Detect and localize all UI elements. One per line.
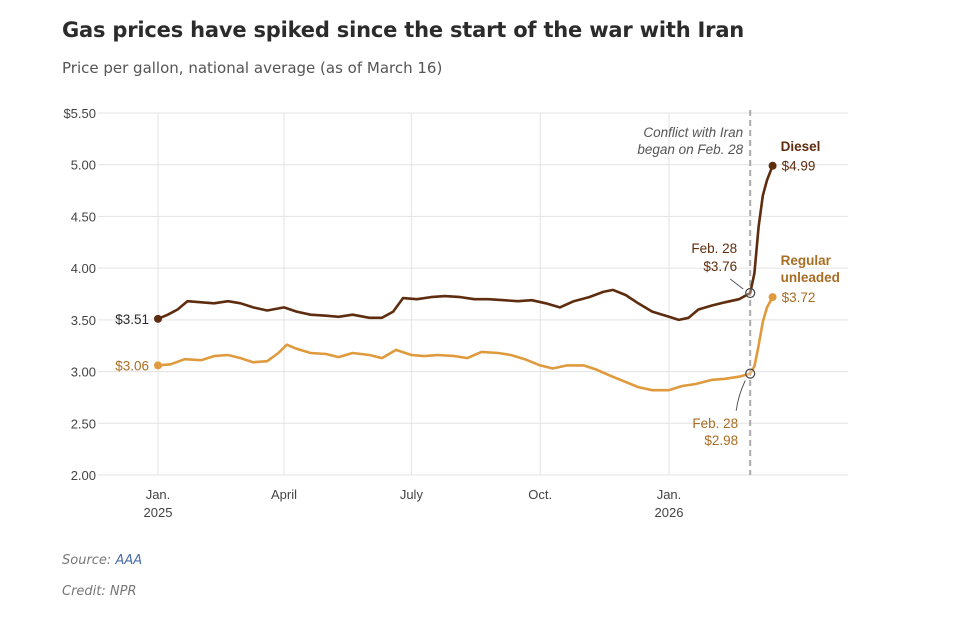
- diesel-start-label: $3.51: [115, 312, 149, 327]
- regular-start-label: $3.06: [115, 358, 149, 373]
- regular-line: [156, 295, 774, 392]
- x-tick-label: Jan.: [657, 487, 682, 502]
- y-tick-label: $5.50: [63, 106, 96, 121]
- regular-callout-leader: [735, 380, 746, 411]
- y-tick-label: 5.00: [71, 158, 96, 173]
- regular-end-label: $3.72: [782, 290, 816, 305]
- x-tick-label: July: [400, 487, 424, 502]
- y-tick-label: 2.50: [71, 416, 96, 431]
- diesel-end-label: $4.99: [782, 159, 816, 174]
- y-tick-label: 4.50: [71, 209, 96, 224]
- endpoints: $3.51 $3.06 Diesel $4.99 Regular unleade…: [115, 139, 840, 373]
- line-chart: $5.50 5.00 4.50 4.00 3.50 3.00 2.50 2.00 Jan. 20…: [63, 106, 848, 520]
- diesel-line: [156, 164, 774, 322]
- regular-legend-label-line2: unleaded: [781, 270, 840, 285]
- y-axis-ticks: $5.50 5.00 4.50 4.00 3.50 3.00 2.50 2.00: [63, 106, 96, 483]
- regular-start-point: [154, 361, 162, 370]
- regular-feb28-marker: [745, 368, 756, 379]
- credit-line: Credit: NPR: [62, 584, 137, 599]
- source-line: Source: AAA: [62, 553, 142, 568]
- callouts: Feb. 28 $3.76 Feb. 28 $2.98: [691, 241, 756, 448]
- event-label-line1: Conflict with Iran: [643, 125, 743, 140]
- x-tick-label: April: [271, 487, 297, 502]
- event-label-line2: began on Feb. 28: [637, 142, 743, 157]
- diesel-legend-label: Diesel: [781, 139, 821, 154]
- y-tick-label: 3.00: [71, 365, 96, 380]
- regular-end-point: [768, 293, 777, 302]
- y-tick-label: 4.00: [71, 261, 96, 276]
- regular-callout-date: Feb. 28: [692, 416, 738, 431]
- regular-callout-value: $2.98: [704, 433, 738, 448]
- x-tick-sublabel: 2026: [655, 505, 684, 520]
- regular-legend-label-line1: Regular: [781, 253, 832, 268]
- x-tick-label: Oct.: [528, 487, 552, 502]
- series: [156, 164, 774, 392]
- diesel-callout-leader: [729, 278, 744, 290]
- diesel-callout-date: Feb. 28: [691, 241, 737, 256]
- diesel-start-point: [154, 314, 162, 323]
- y-tick-label: 3.50: [71, 313, 96, 328]
- diesel-callout-value: $3.76: [703, 259, 737, 274]
- diesel-feb28-marker: [745, 287, 756, 299]
- x-axis-ticks: Jan. 2025 April July Oct. Jan. 2026: [144, 487, 684, 520]
- source-link[interactable]: AAA: [115, 553, 143, 568]
- grid: [98, 112, 848, 476]
- x-tick-sublabel: 2025: [144, 505, 173, 520]
- y-tick-label: 2.00: [71, 468, 96, 483]
- source-label: Source:: [62, 553, 112, 568]
- chart-title: Gas prices have spiked since the start o…: [62, 18, 745, 42]
- diesel-end-point: [768, 161, 777, 170]
- x-tick-label: Jan.: [146, 487, 171, 502]
- chart-subtitle: Price per gallon, national average (as o…: [62, 59, 443, 77]
